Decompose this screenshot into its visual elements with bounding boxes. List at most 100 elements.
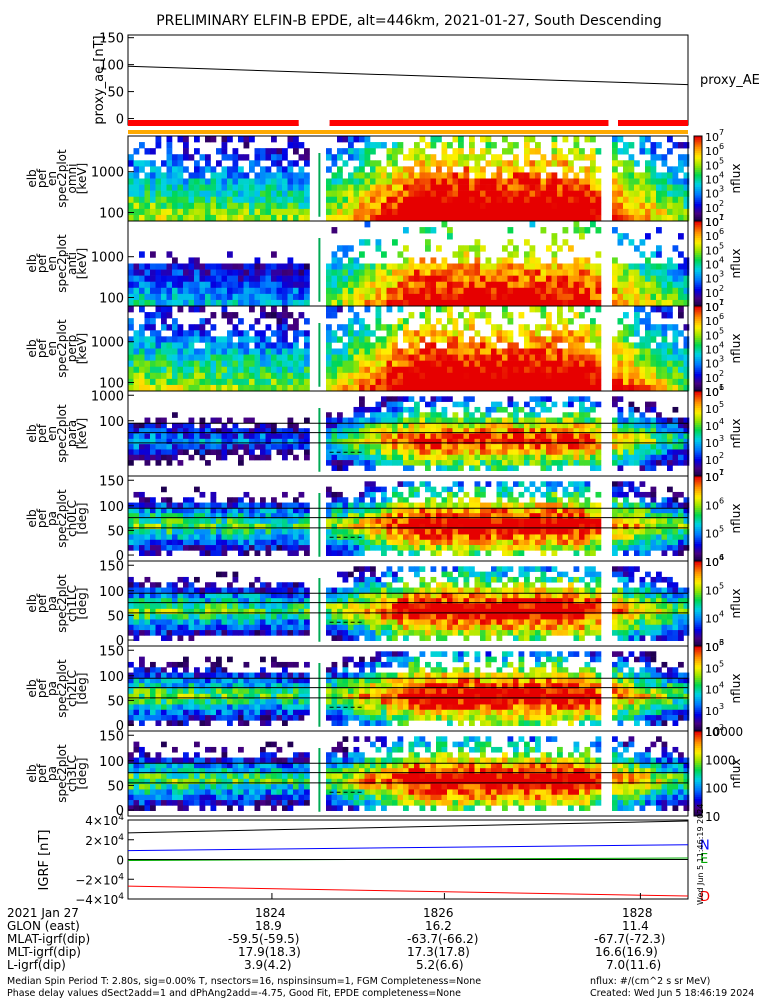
heatmap-cell	[485, 208, 492, 216]
heatmap-cell	[623, 263, 629, 270]
heatmap-cell	[540, 312, 547, 319]
heatmap-cell	[188, 348, 195, 355]
heatmap-cell	[331, 529, 338, 535]
heatmap-cell	[155, 539, 162, 546]
heatmap-cell	[243, 539, 250, 546]
heatmap-cell	[276, 172, 283, 179]
colorbar-tick-base: 10	[705, 230, 719, 243]
heatmap-cell	[282, 513, 288, 519]
heatmap-cell	[166, 202, 173, 210]
status-segment-red	[618, 120, 688, 126]
heatmap-cell	[463, 433, 470, 440]
heatmap-cell	[540, 428, 547, 434]
heatmap-cell	[364, 384, 371, 392]
heatmap-cell	[419, 449, 426, 456]
heatmap-cell	[331, 539, 338, 546]
heatmap-cell	[128, 422, 134, 429]
heatmap-cell	[183, 428, 189, 434]
heatmap-cell	[155, 275, 162, 283]
heatmap-cell	[441, 348, 448, 355]
heatmap-cell	[518, 330, 525, 337]
heatmap-cell	[392, 281, 398, 289]
heatmap-cell	[634, 318, 640, 325]
heatmap-cell	[386, 422, 393, 429]
heatmap-cell	[287, 208, 294, 216]
heatmap-cell	[496, 263, 503, 270]
heatmap-cell	[386, 428, 393, 434]
heatmap-cell	[672, 275, 679, 283]
heatmap-cell	[370, 166, 376, 173]
heatmap-cell	[529, 269, 536, 276]
heatmap-cell	[265, 293, 272, 301]
heatmap-cell	[403, 422, 409, 429]
heatmap-cell	[287, 214, 294, 222]
heatmap-cell	[524, 330, 530, 337]
heatmap-cell	[375, 275, 382, 283]
heatmap-cell	[579, 444, 585, 450]
heatmap-cell	[205, 196, 211, 204]
heatmap-cell	[452, 481, 459, 487]
heatmap-cell	[331, 438, 338, 445]
heatmap-cell	[188, 269, 195, 276]
heatmap-cell	[480, 444, 486, 450]
heatmap-cell	[529, 190, 536, 198]
heatmap-cell	[282, 360, 288, 368]
heatmap-cell	[144, 342, 151, 349]
heatmap-cell	[436, 299, 442, 307]
heatmap-cell	[271, 148, 277, 155]
heatmap-cell	[436, 491, 442, 498]
heatmap-cell	[661, 202, 668, 210]
heatmap-cell	[348, 460, 354, 466]
heatmap-cell	[645, 342, 651, 349]
heatmap-cell	[298, 507, 305, 514]
heatmap-cell	[425, 444, 431, 450]
heatmap-cell	[403, 172, 409, 179]
heatmap-cell	[557, 214, 563, 222]
colorbar-strip	[694, 450, 702, 454]
heatmap-cell	[161, 184, 167, 191]
heatmap-cell	[342, 136, 349, 143]
heatmap-cell	[326, 460, 332, 466]
heatmap-cell	[348, 263, 354, 270]
heatmap-cell	[441, 465, 448, 471]
heatmap-cell	[166, 287, 173, 295]
heatmap-cell	[227, 507, 233, 514]
heatmap-cell	[210, 366, 217, 374]
heatmap-cell	[573, 360, 580, 368]
heatmap-cell	[617, 318, 624, 325]
heatmap-cell	[337, 454, 343, 461]
heatmap-cell	[540, 454, 547, 461]
heatmap-cell	[678, 208, 684, 216]
heatmap-cell	[634, 172, 640, 179]
heatmap-cell	[491, 513, 497, 519]
heatmap-cell	[166, 444, 173, 450]
colorbar-strip	[694, 280, 702, 284]
heatmap-cell	[650, 449, 657, 456]
heatmap-cell	[469, 202, 475, 210]
heatmap-cell	[546, 281, 552, 289]
heatmap-cell	[496, 523, 503, 530]
heatmap-cell	[463, 454, 470, 461]
heatmap-cell	[623, 287, 629, 295]
colorbar-strip	[694, 395, 702, 398]
heatmap-cell	[529, 433, 536, 440]
heatmap-cell	[364, 438, 371, 445]
heatmap-cell	[232, 360, 239, 368]
heatmap-cell	[557, 263, 563, 270]
colorbar-strip	[694, 308, 702, 311]
colorbar-strip	[694, 397, 702, 400]
heatmap-cell	[469, 497, 475, 503]
heatmap-cell	[452, 330, 459, 337]
heatmap-cell	[447, 460, 453, 466]
heatmap-cell	[260, 184, 266, 191]
heatmap-cell	[408, 417, 415, 424]
heatmap-cell	[172, 378, 178, 386]
heatmap-cell	[216, 449, 222, 456]
heatmap-cell	[342, 190, 349, 198]
heatmap-cell	[403, 507, 409, 514]
heatmap-cell	[243, 449, 250, 456]
heatmap-cell	[408, 293, 415, 301]
heatmap-cell	[276, 214, 283, 222]
heatmap-cell	[359, 550, 365, 556]
heatmap-cell	[161, 518, 167, 525]
